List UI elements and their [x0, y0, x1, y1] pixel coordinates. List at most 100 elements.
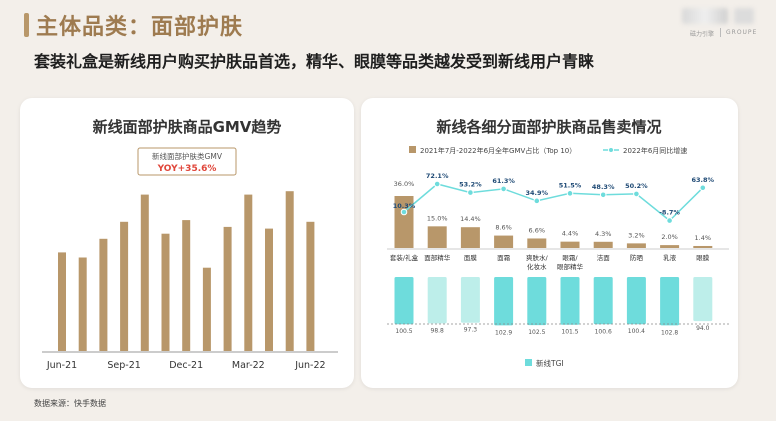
growth-label: 50.2% — [625, 182, 648, 190]
share-label: 15.0% — [427, 214, 448, 222]
share-label: 8.6% — [495, 224, 512, 232]
category-label: 面部精华 — [424, 253, 451, 262]
growth-point — [467, 189, 474, 196]
share-label: 36.0% — [394, 180, 415, 188]
gmv-trend-panel: 新线面部护肤商品GMV趋势 新线面部护肤类GMV YOY+35.6% Jun-2… — [20, 98, 354, 388]
legend-growth-marker — [608, 147, 614, 153]
tgi-bar — [460, 277, 480, 323]
gmv-bar — [223, 226, 232, 351]
gmv-tick-label: Mar-22 — [232, 360, 265, 371]
gmv-bar — [182, 220, 191, 351]
gmv-bar — [244, 194, 253, 351]
growth-point — [566, 190, 574, 197]
share-bar — [593, 241, 613, 248]
tgi-label: 101.5 — [561, 329, 578, 336]
share-bar — [626, 243, 646, 248]
category-label: 眼膜 — [696, 253, 710, 262]
category-label: 乳液 — [663, 253, 677, 262]
growth-label: 63.8% — [692, 176, 715, 184]
category-label: 套装/礼盒 — [390, 253, 419, 262]
tgi-label: 102.8 — [661, 329, 678, 336]
tgi-label: 94.0 — [696, 325, 710, 332]
growth-label: 34.9% — [526, 189, 549, 197]
gmv-bar — [78, 257, 87, 351]
gmv-chart-title: 新线面部护肤商品GMV趋势 — [93, 118, 282, 136]
brand-text-left: 磁力引擎 — [690, 31, 715, 38]
share-bar — [460, 227, 480, 248]
data-source: 数据来源：快手数据 — [34, 399, 106, 408]
share-bar — [394, 196, 414, 248]
gmv-bars — [58, 191, 315, 351]
growth-point — [666, 217, 673, 224]
growth-label: 48.3% — [592, 183, 615, 191]
gmv-bar — [120, 221, 129, 351]
share-label: 4.4% — [562, 230, 579, 238]
tgi-label: 102.5 — [528, 329, 545, 336]
gmv-legend-border — [137, 147, 237, 176]
tgi-bar — [693, 277, 713, 322]
category-label: 面霜 — [497, 254, 511, 262]
share-bar — [560, 241, 580, 248]
gmv-bar — [99, 238, 108, 351]
growth-point — [633, 190, 640, 198]
tgi-label: 100.6 — [595, 328, 612, 335]
share-bar — [693, 245, 713, 248]
growth-line — [403, 183, 704, 222]
tgi-bar — [527, 277, 547, 326]
tgi-bar — [394, 277, 414, 325]
tgi-label: 102.9 — [495, 329, 512, 336]
share-bar — [427, 226, 447, 248]
gmv-legend-box: 新线面部护肤类GMV YOY+35.6% — [137, 147, 237, 176]
legend-share-swatch — [409, 146, 416, 153]
share-bars: 36.0% 15.0% 14.4% 8.6% 6.6% 4.4% 4.3% 3.2% 2.0% 1… — [394, 180, 713, 248]
share-label: 3.2% — [628, 231, 645, 239]
growth-point — [433, 180, 441, 188]
title-accent-bar — [24, 13, 29, 37]
gmv-tick-label: Sep-21 — [107, 360, 140, 371]
tgi-bar — [626, 277, 646, 325]
tgi-bar — [560, 277, 580, 325]
category-label: 防晒 — [630, 253, 644, 262]
tgi-bar — [427, 277, 447, 324]
tgi-label: 100.5 — [395, 328, 412, 335]
gmv-bar — [285, 191, 294, 351]
gmv-bar — [202, 267, 211, 351]
tgi-bar — [494, 277, 514, 326]
legend-tgi-swatch — [525, 359, 532, 366]
growth-point — [599, 191, 607, 199]
growth-label: -8.7% — [659, 209, 680, 217]
category-label: 洁面 — [597, 253, 611, 262]
brand-logo-blurred-secondary — [734, 8, 754, 24]
share-bar — [494, 235, 514, 248]
gmv-legend-label: 新线面部护肤类GMV — [152, 151, 223, 161]
tgi-label: 98.8 — [431, 327, 445, 334]
share-label: 1.4% — [695, 234, 712, 242]
category-label: 眼霜/ — [562, 254, 578, 262]
tgi-label: 100.4 — [628, 328, 645, 335]
category-label: 爽肤水/ — [526, 253, 549, 262]
tgi-bar — [660, 277, 680, 326]
gmv-tick-label: Jun-21 — [46, 360, 77, 371]
tgi-labels: 100.5 98.8 97.3 102.9 102.5 101.5 100.6 100.4 10… — [395, 325, 709, 336]
gmv-bar — [306, 221, 315, 351]
brand-text-right: GROUPE — [726, 29, 758, 36]
growth-point — [400, 208, 408, 216]
growth-points: 10.3% 72.1% 53.2% 61.3% 34.9% 51.5% 48.3% 50.2%… — [393, 172, 715, 224]
legend-tgi-label: 新线TGI — [536, 358, 564, 368]
category-labels: 套装/礼盒 面部精华 面膜 面霜 爽肤水/化妆水 眼霜/眼部精华 洁面 防晒 乳液 眼膜 — [390, 253, 710, 271]
share-label: 2.0% — [661, 233, 678, 241]
gmv-legend-yoy: YOY+35.6% — [157, 164, 217, 174]
segment-sales-panel: 新线各细分面部护肤商品售卖情况 2021年7月-2022年6月全年GMV占比（T… — [361, 98, 738, 388]
page-subtitle: 套装礼盒是新线用户购买护肤品首选，精华、眼膜等品类越发受到新线用户青睐 — [34, 52, 595, 71]
share-label: 4.3% — [595, 230, 612, 238]
page-title: 主体品类：面部护肤 — [36, 15, 244, 40]
share-label: 14.4% — [460, 215, 481, 223]
growth-label: 51.5% — [559, 181, 582, 189]
tgi-label: 97.3 — [464, 327, 478, 334]
growth-label: 10.3% — [393, 202, 416, 210]
share-label: 6.6% — [529, 226, 546, 234]
gmv-bar — [58, 252, 66, 351]
growth-point — [533, 197, 541, 205]
growth-point — [699, 184, 707, 192]
legend-growth-label: 2022年6月同比增速 — [623, 146, 687, 155]
